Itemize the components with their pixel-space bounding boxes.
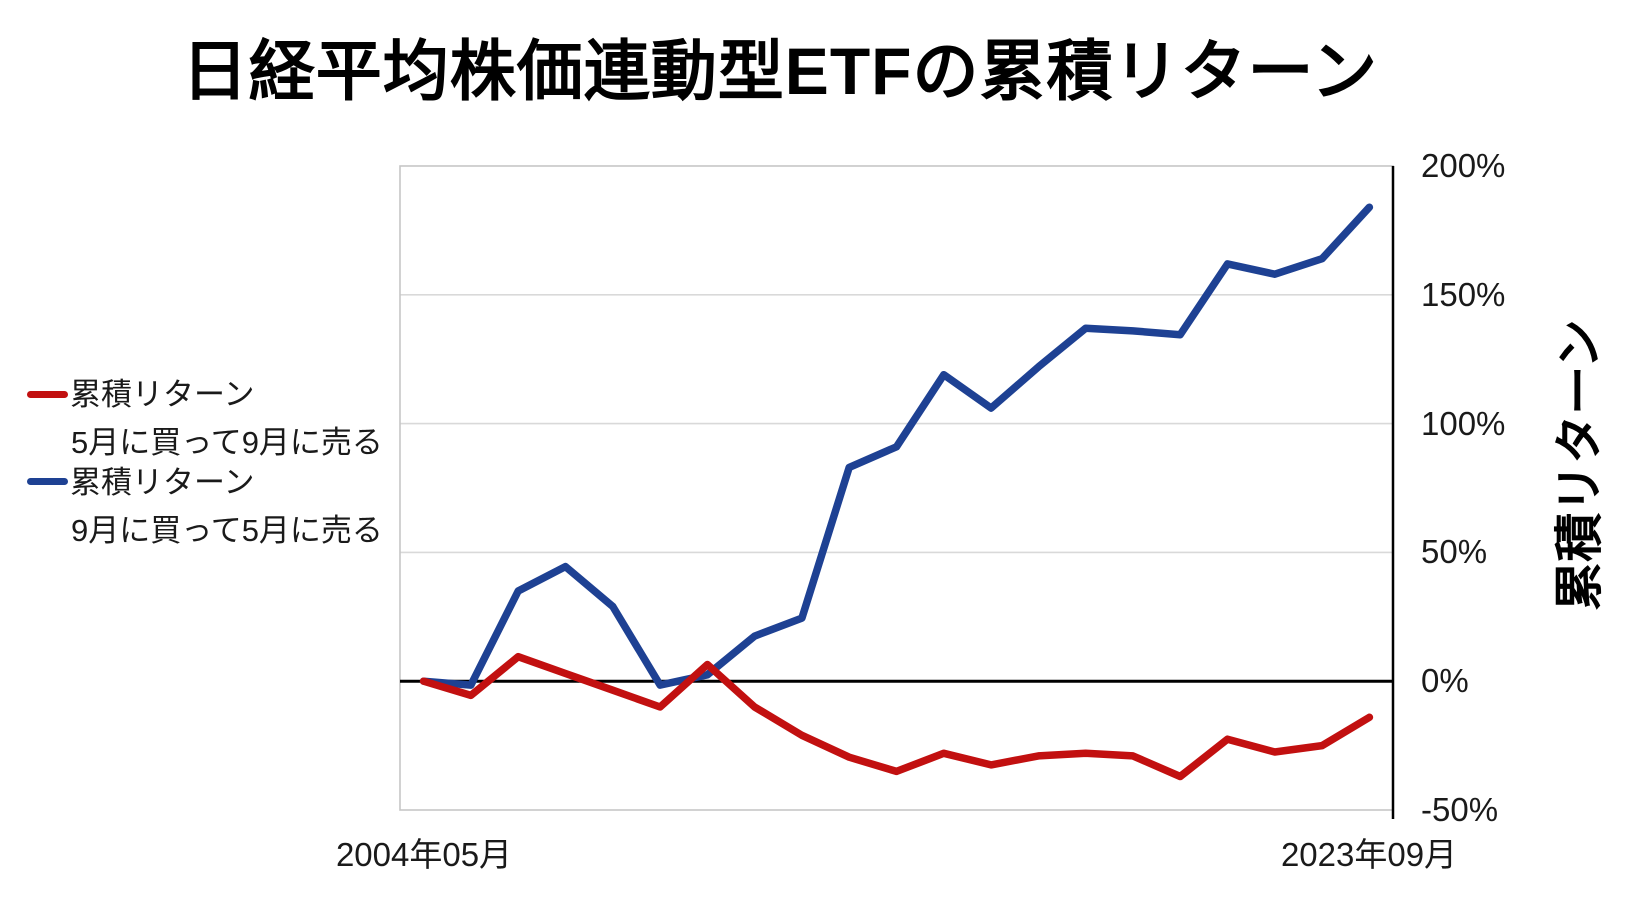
y-tick-0: 0% bbox=[1421, 662, 1469, 699]
legend-label-blue-series: 累積リターン bbox=[70, 465, 255, 500]
y-tick-50: 50% bbox=[1421, 533, 1488, 570]
x-tick-last: 2023年09月 bbox=[1280, 836, 1458, 873]
legend-line-swatch-red bbox=[27, 391, 68, 398]
legend-label-red-series: 累積リターン bbox=[70, 377, 255, 412]
x-tick-first: 2004年05月 bbox=[335, 836, 513, 873]
y-tick-neg50: -50% bbox=[1421, 791, 1499, 828]
y-tick-150: 150% bbox=[1421, 276, 1506, 313]
legend-sublabel-blue-series: 9月に買って5月に売る bbox=[71, 513, 383, 548]
legend-line-swatch-blue bbox=[27, 478, 68, 485]
y-axis-title: 累積リターン bbox=[1553, 319, 1607, 611]
y-tick-200: 200% bbox=[1421, 147, 1506, 184]
chart-title: 日経平均株価連動型ETFの累積リターン bbox=[181, 34, 1379, 108]
y-tick-100: 100% bbox=[1421, 405, 1506, 442]
legend-sublabel-red-series: 5月に買って9月に売る bbox=[71, 425, 383, 460]
